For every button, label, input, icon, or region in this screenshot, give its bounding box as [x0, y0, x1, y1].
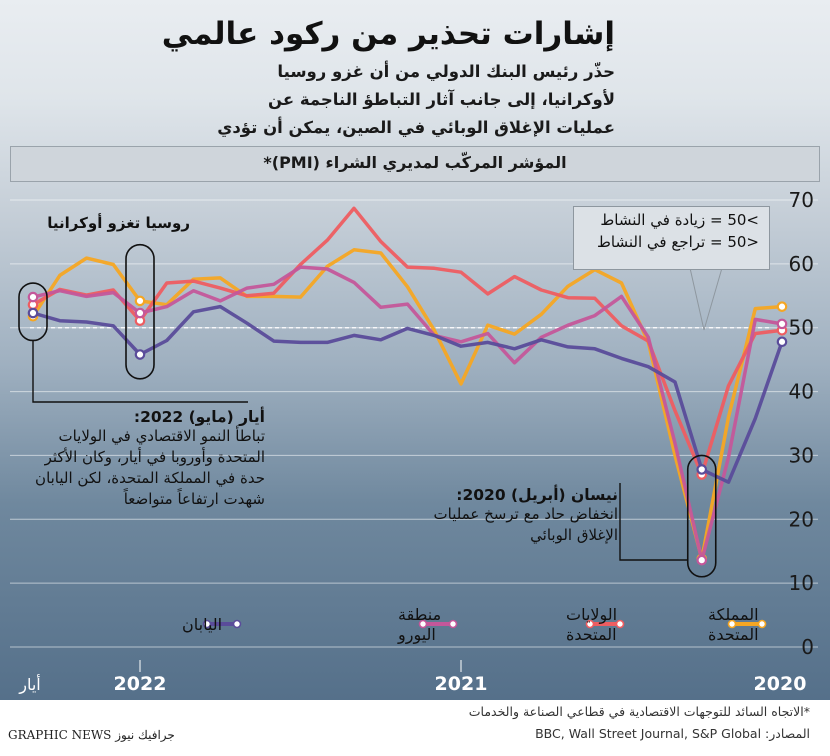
annotation-may-body: تباطأ النمو الاقتصادي في الولايات المتحد… [35, 427, 265, 508]
y-tick-label: 50 [789, 316, 814, 340]
legend-swatch-dot [727, 619, 737, 629]
annotation-may-2022: أيار (مايو) 2022: تباطأ النمو الاقتصادي … [25, 408, 265, 510]
annotation-april-title: نيسان (أبريل) 2020: [456, 486, 618, 504]
y-tick-label: 40 [789, 380, 814, 404]
legend-swatch-dot [757, 619, 767, 629]
credit: GRAPHIC NEWS جرافيك نيوز [8, 728, 175, 742]
data-point [776, 336, 788, 348]
threshold-legend: >50 = زيادة في النشاط <50 = تراجع في الن… [573, 206, 770, 270]
data-point [696, 464, 708, 475]
data-point [134, 295, 146, 307]
annotation-april-body: انخفاض حاد مع ترسخ عمليات الإغلاق الوبائ… [433, 505, 618, 544]
chart-header-label: المؤشر المركّب لمديري الشراء (PMI)* [263, 153, 567, 172]
threshold-below-label: <50 = تراجع في النشاط [597, 233, 759, 251]
threshold-above-label: >50 = زيادة في النشاط [600, 211, 759, 229]
series-line [31, 304, 784, 484]
leader-may [32, 340, 248, 403]
leader-april [619, 483, 688, 561]
data-point [696, 554, 708, 566]
threshold-connector [689, 267, 723, 331]
annotation-may-title: أيار (مايو) 2022: [133, 408, 265, 426]
highlight-capsule [686, 454, 717, 578]
legend-swatch-dot [202, 619, 212, 629]
legend-label: اليابان [182, 615, 222, 634]
page-title: إشارات تحذير من ركود عالمي [161, 16, 615, 52]
x-tick-label: 2020 [754, 673, 807, 695]
series-line [31, 248, 784, 561]
legend-label: الولايات المتحدة [566, 605, 617, 644]
y-tick-label: 20 [789, 507, 814, 531]
annotation-april-2020: نيسان (أبريل) 2020: انخفاض حاد مع ترسخ ع… [428, 486, 618, 546]
legend-swatch-dot [448, 619, 458, 629]
legend-swatch-dot [585, 619, 595, 629]
series-line [31, 206, 784, 477]
y-tick-label: 60 [789, 252, 814, 276]
y-tick-label: 70 [789, 188, 814, 212]
data-point [776, 318, 788, 330]
x-tick-label: أيار [18, 674, 41, 695]
data-point [134, 349, 146, 360]
sources: المصادر: BBC, Wall Street Journal, S&P G… [535, 726, 810, 741]
legend-swatch-dot [232, 619, 242, 629]
data-point [27, 307, 39, 319]
chart-header-band: المؤشر المركّب لمديري الشراء (PMI)* [10, 146, 820, 182]
data-point [27, 291, 39, 303]
data-point [776, 301, 788, 312]
pmi-line-chart: 0 10 20 30 40 50 60 70 المملكة المتحدة الولايات الم… [18, 188, 814, 695]
x-tick-label: 2022 [114, 673, 167, 695]
y-tick-label: 0 [801, 635, 814, 659]
legend-swatch-dot [615, 619, 625, 629]
annotation-russia-invasion: روسيا تغزو أوكرانيا [47, 214, 190, 232]
legend-swatch-dot [418, 619, 428, 629]
x-tick-label: 2021 [435, 673, 488, 695]
y-tick-label: 10 [789, 571, 814, 595]
infographic-card: إشارات تحذير من ركود عالمي حذّر رئيس الب… [0, 0, 830, 700]
y-tick-label: 30 [789, 443, 814, 467]
legend-label: منطقة اليورو [397, 605, 441, 645]
legend-label: المملكة المتحدة [708, 605, 759, 644]
footnote: *الاتجاه السائد للتوجهات الاقتصادية في ق… [468, 704, 810, 719]
data-point [134, 307, 146, 319]
